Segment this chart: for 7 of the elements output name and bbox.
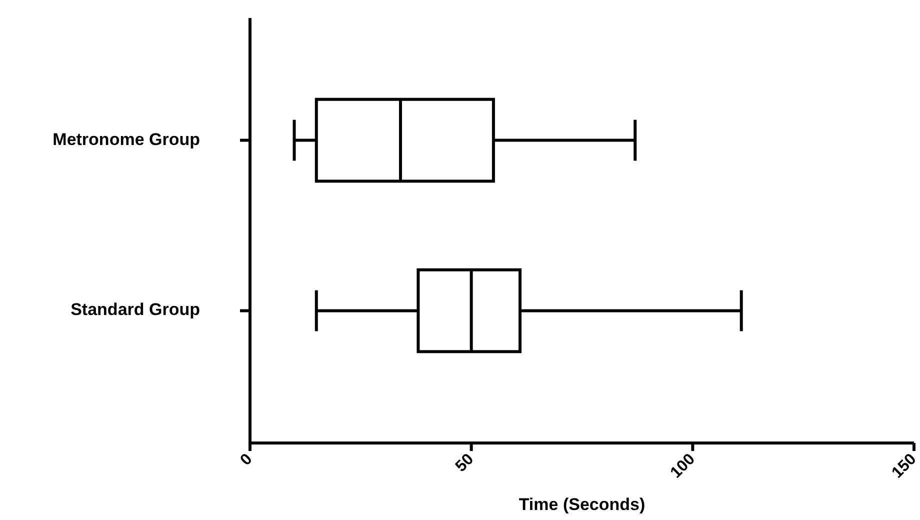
x-tick-label: 100	[668, 450, 699, 482]
x-axis-title: Time (Seconds)	[518, 495, 646, 514]
y-tick-label: Standard Group	[70, 300, 200, 320]
x-tick-label: 150	[888, 450, 920, 482]
y-tick-label: Metronome Group	[52, 130, 200, 149]
x-tick-label: 0	[237, 450, 256, 470]
x-tick-label: 50	[452, 450, 478, 476]
